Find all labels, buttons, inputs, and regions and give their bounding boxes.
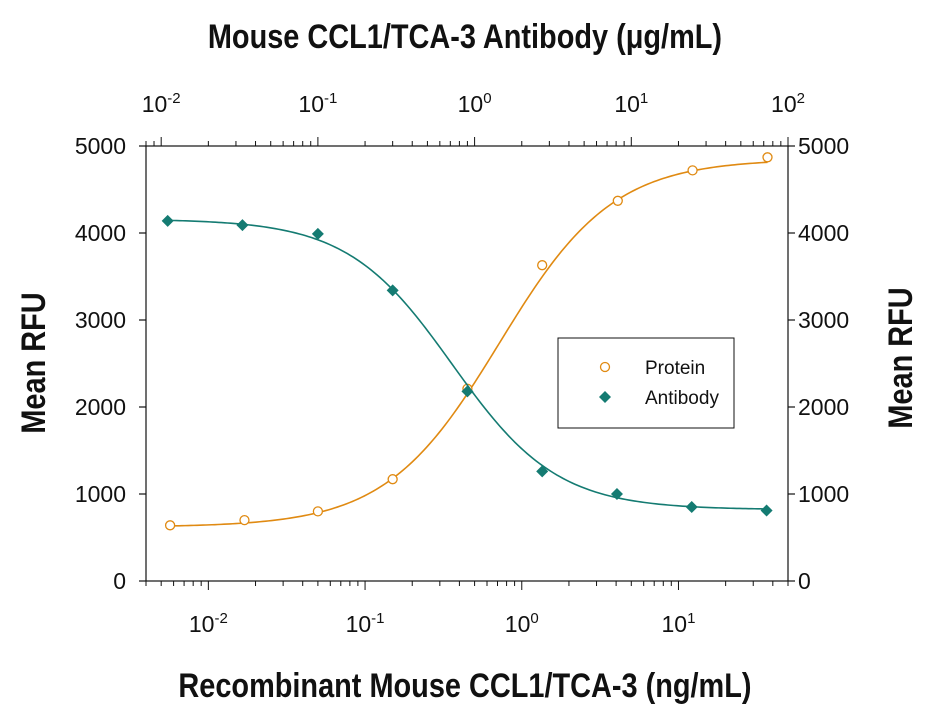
legend-marker-protein [599,361,611,373]
data-point-antibody [536,465,549,478]
top-x-tick-label: 100 [458,90,492,117]
y-tick-label-right: 3000 [798,307,849,333]
data-point-antibody [311,227,324,240]
y-tick-label-right: 5000 [798,133,849,159]
data-point-antibody [685,501,698,514]
bottom-x-tick-label: 100 [505,610,539,637]
y-axis-label-left: Mean RFU [14,292,53,433]
bottom-x-tick-label: 101 [662,610,696,637]
y-tick-label-right: 0 [798,568,811,594]
legend: Protein Antibody [557,337,735,429]
legend-box [557,337,735,429]
data-point-antibody [161,214,174,227]
y-tick-label-left: 4000 [75,220,126,246]
y-tick-label-left: 3000 [75,307,126,333]
y-tick-label-right: 1000 [798,481,849,507]
plot-layer [161,152,773,531]
data-point-protein [537,260,548,271]
data-point-protein [687,165,698,176]
axis-layer: 0 0 1000 1000 2000 2000 3000 3000 4000 4000 5000 50… [75,90,849,637]
data-point-protein [387,474,398,485]
data-point-antibody [386,284,399,297]
data-point-antibody [461,385,474,398]
top-x-tick-label: 10-1 [298,90,337,117]
bottom-x-tick-label: 10-2 [189,610,228,637]
data-point-antibody [236,219,249,232]
data-point-protein [762,152,773,163]
y-tick-label-right: 4000 [798,220,849,246]
data-point-protein [239,514,250,526]
y-tick-label-left: 2000 [75,394,126,420]
top-x-tick-label: 102 [771,90,805,117]
data-point-antibody [760,504,773,517]
data-point-protein [312,506,324,517]
legend-marker-antibody [599,391,611,403]
legend-label-antibody: Antibody [645,388,719,409]
legend-label-protein: Protein [645,358,705,379]
data-point-protein [164,520,176,531]
top-x-tick-label: 10-2 [142,90,181,117]
y-tick-label-left: 0 [113,568,126,594]
y-axis-label-right: Mean RFU [881,287,920,428]
data-point-protein [612,195,623,206]
chart-title-top: Mouse CCL1/TCA-3 Antibody (μg/mL) [208,17,722,56]
fit-curve-antibody [167,219,767,510]
top-x-tick-label: 101 [614,90,648,117]
data-point-antibody [610,488,623,500]
x-axis-label: Recombinant Mouse CCL1/TCA-3 (ng/mL) [178,666,751,705]
y-tick-label-left: 1000 [75,481,126,507]
y-tick-label-left: 5000 [75,133,126,159]
y-tick-label-right: 2000 [798,394,849,420]
bottom-x-tick-label: 10-1 [346,610,385,637]
